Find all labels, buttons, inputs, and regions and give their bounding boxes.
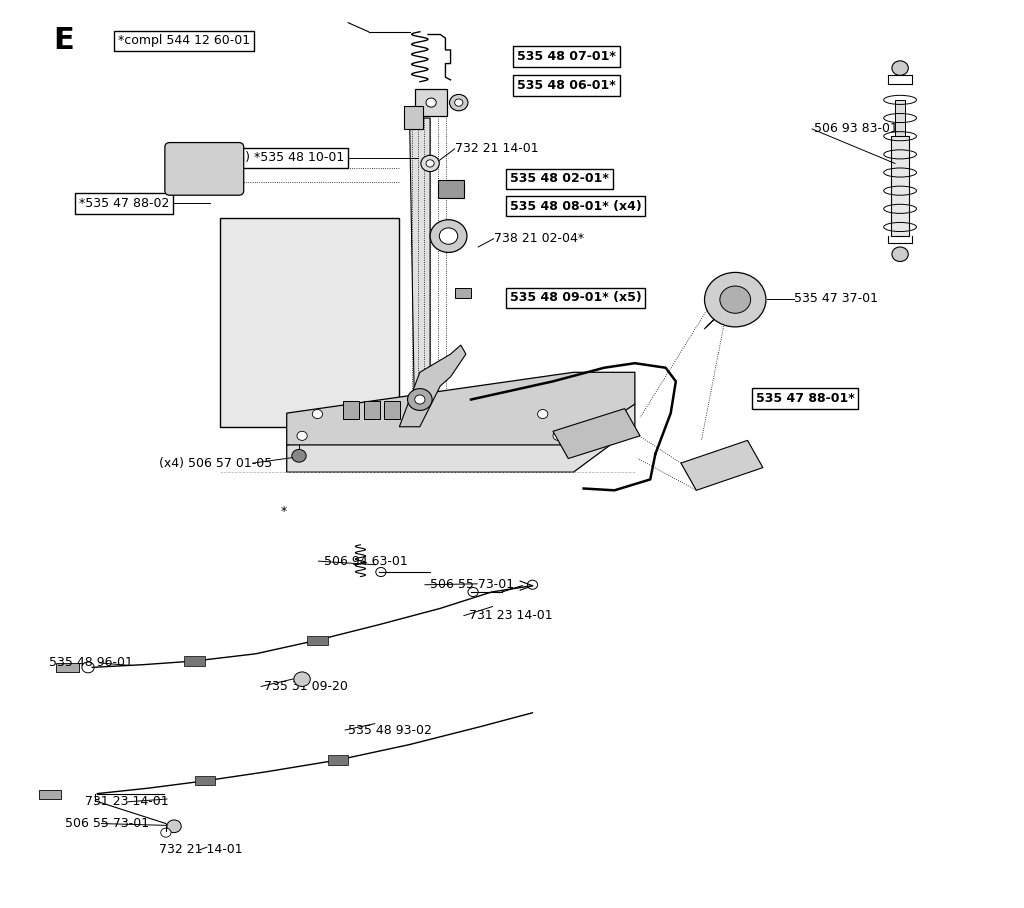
FancyBboxPatch shape <box>891 136 909 236</box>
Text: 535 48 02-01*: 535 48 02-01* <box>510 173 609 185</box>
Circle shape <box>892 61 908 75</box>
Circle shape <box>430 220 467 252</box>
Polygon shape <box>287 404 635 472</box>
FancyBboxPatch shape <box>384 401 400 419</box>
Circle shape <box>426 98 436 107</box>
Text: 535 47 88-01*: 535 47 88-01* <box>756 392 854 405</box>
Circle shape <box>312 410 323 419</box>
Text: 731 23 14-01: 731 23 14-01 <box>469 609 553 622</box>
Text: 738 21 02-04*: 738 21 02-04* <box>494 232 584 245</box>
FancyBboxPatch shape <box>307 636 328 645</box>
Circle shape <box>426 160 434 167</box>
Polygon shape <box>220 218 399 427</box>
Circle shape <box>527 580 538 589</box>
Text: 506 55 73-01: 506 55 73-01 <box>65 817 148 830</box>
Text: 506 94 63-01: 506 94 63-01 <box>324 555 408 568</box>
FancyBboxPatch shape <box>438 180 464 198</box>
Circle shape <box>705 272 766 327</box>
Polygon shape <box>681 440 763 490</box>
FancyBboxPatch shape <box>56 663 79 672</box>
Circle shape <box>415 395 425 404</box>
Text: 535 48 96-01: 535 48 96-01 <box>49 656 133 669</box>
FancyBboxPatch shape <box>184 656 205 666</box>
FancyBboxPatch shape <box>415 89 447 116</box>
FancyBboxPatch shape <box>895 100 905 200</box>
Circle shape <box>455 99 463 106</box>
Text: 535 48 08-01* (x4): 535 48 08-01* (x4) <box>510 200 642 212</box>
Text: 506 55 73-01: 506 55 73-01 <box>430 578 514 591</box>
FancyBboxPatch shape <box>165 143 244 195</box>
Circle shape <box>292 449 306 462</box>
Polygon shape <box>410 118 430 445</box>
Polygon shape <box>287 372 635 445</box>
FancyBboxPatch shape <box>364 401 380 419</box>
Text: 506 93 83-01: 506 93 83-01 <box>814 123 898 135</box>
Circle shape <box>82 662 94 673</box>
Circle shape <box>161 828 171 837</box>
Text: 535 47 37-01: 535 47 37-01 <box>794 292 878 305</box>
Polygon shape <box>553 409 640 459</box>
Polygon shape <box>399 345 466 427</box>
Circle shape <box>892 247 908 262</box>
Circle shape <box>468 587 478 597</box>
Text: *compl 544 12 60-01: *compl 544 12 60-01 <box>118 35 250 47</box>
Circle shape <box>376 568 386 577</box>
Text: E: E <box>53 26 74 55</box>
Text: 735 31 09-20: 735 31 09-20 <box>264 680 348 693</box>
Circle shape <box>450 94 468 111</box>
FancyBboxPatch shape <box>455 288 471 298</box>
Circle shape <box>294 672 310 686</box>
FancyBboxPatch shape <box>343 401 359 419</box>
Circle shape <box>408 389 432 410</box>
Text: 535 48 93-02: 535 48 93-02 <box>348 725 432 737</box>
FancyBboxPatch shape <box>195 776 215 785</box>
FancyBboxPatch shape <box>404 106 423 129</box>
Text: *: * <box>281 505 287 518</box>
Circle shape <box>421 155 439 172</box>
Text: *535 47 88-02: *535 47 88-02 <box>79 197 169 210</box>
Text: (x4) 506 57 01-05: (x4) 506 57 01-05 <box>159 457 272 469</box>
Circle shape <box>439 228 458 244</box>
Text: 732 21 14-01: 732 21 14-01 <box>159 844 243 856</box>
FancyBboxPatch shape <box>39 790 61 799</box>
Text: 731 23 14-01: 731 23 14-01 <box>85 795 169 808</box>
Text: 732 21 14-01: 732 21 14-01 <box>455 143 539 155</box>
Text: (x3) *535 48 10-01: (x3) *535 48 10-01 <box>225 152 344 164</box>
Circle shape <box>538 410 548 419</box>
Circle shape <box>297 431 307 440</box>
Circle shape <box>167 820 181 833</box>
Text: 535 48 07-01*: 535 48 07-01* <box>517 50 616 63</box>
Circle shape <box>720 286 751 313</box>
Text: 535 48 06-01*: 535 48 06-01* <box>517 79 615 92</box>
FancyBboxPatch shape <box>328 755 348 765</box>
Circle shape <box>553 431 563 440</box>
Text: 535 48 09-01* (x5): 535 48 09-01* (x5) <box>510 291 642 304</box>
